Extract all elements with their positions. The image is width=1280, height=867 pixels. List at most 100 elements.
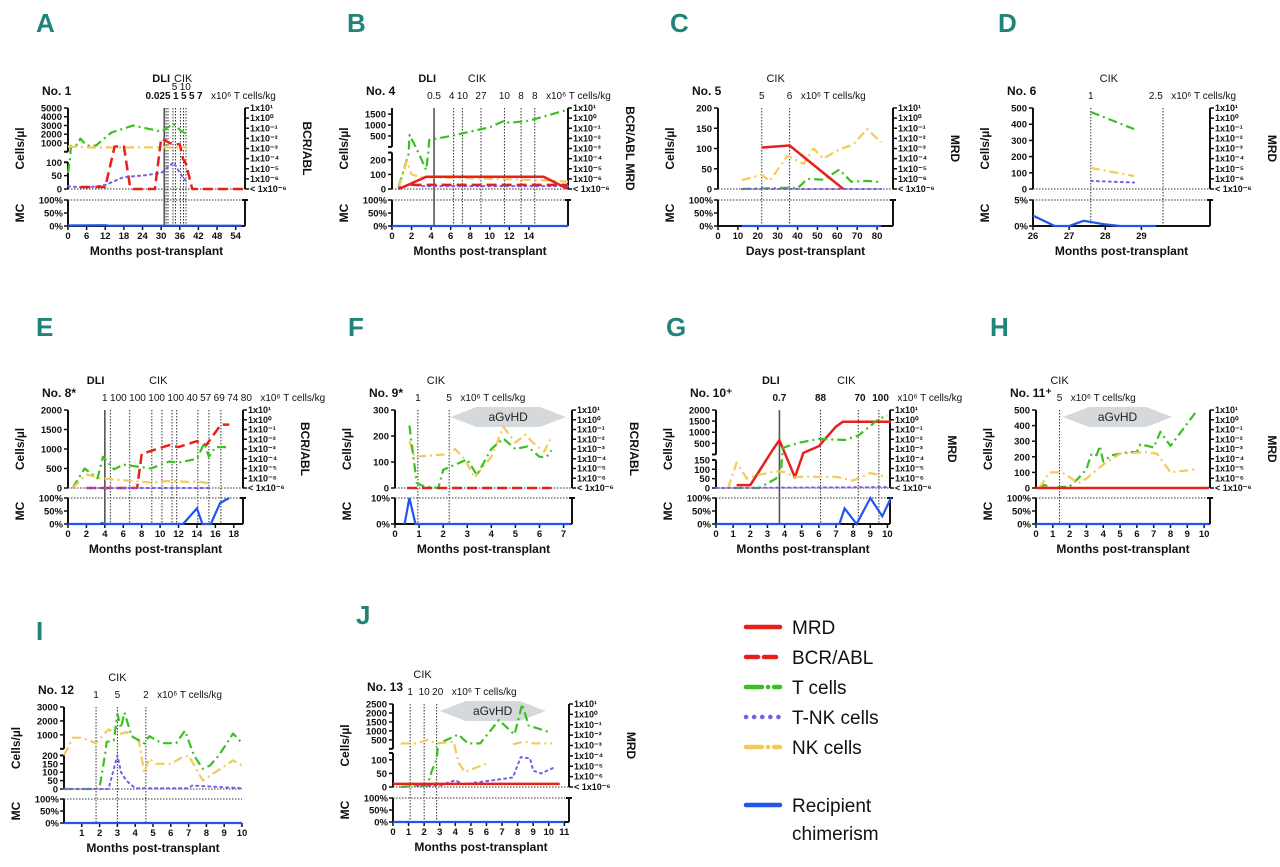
y-tick-label: 0 [382, 783, 387, 794]
event-label: DLI [87, 375, 105, 387]
right-tick-label: < 1x10⁻⁶ [898, 184, 935, 194]
right-tick-label: 1x10⁻³ [577, 444, 605, 454]
right-tick-label: 1x10⁻² [250, 133, 278, 143]
y-tick-label: 400 [1014, 421, 1030, 432]
mc-tick-label: 0% [1017, 520, 1031, 531]
x-tick-label: 30 [156, 231, 167, 242]
right-tick-label: 1x10⁻⁵ [573, 164, 602, 174]
dose-label: 1 [1088, 91, 1094, 102]
y-tick-label: 0 [57, 185, 62, 196]
dose-label: 10 [457, 91, 469, 102]
y-tick-label: 0 [1022, 185, 1027, 196]
dose-label: 5 [189, 91, 195, 102]
x-tick-label: 26 [1028, 231, 1039, 242]
event-label: DLI [762, 375, 780, 387]
y-axis-label: Cells/µl [337, 127, 351, 169]
series-bcr-abl [80, 137, 245, 191]
patient-label: No. 6 [1007, 84, 1037, 98]
agvhd-arrow [1062, 407, 1173, 427]
panel-letter: E [36, 312, 53, 342]
right-axis-label: BCR/ABL [627, 422, 641, 476]
mc-tick-label: 100% [39, 494, 64, 505]
dose-label: 74 [227, 393, 239, 404]
x-tick-label: 5 [150, 828, 156, 839]
legend-label: MRD [792, 618, 835, 639]
y-tick-label: 50 [701, 164, 712, 175]
y-tick-label: 100 [694, 465, 710, 476]
agvhd-arrow [450, 407, 566, 427]
y-tick-label: 150 [42, 759, 58, 770]
series-t-cells [408, 425, 553, 490]
right-tick-label: 1x10¹ [1215, 405, 1238, 415]
dose-label: 80 [241, 393, 253, 404]
panel-letter: J [356, 600, 370, 630]
x-tick-label: 1 [416, 529, 422, 540]
x-tick-label: 7 [561, 529, 566, 540]
y-tick-label: 1500 [689, 417, 710, 428]
y-tick-label: 3000 [41, 121, 62, 132]
panel-g: GNo. 10⁺Cells/µlMCMRD0501001505001000150… [661, 312, 962, 556]
x-tick-label: 10 [882, 529, 893, 540]
patient-label: No. 9* [369, 386, 403, 400]
mc-tick-label: 100% [364, 794, 389, 805]
x-tick-label: 3 [765, 529, 770, 540]
x-tick-label: 8 [204, 828, 209, 839]
panel-a: ANo. 1Cells/µlMCBCR/ABL05010010002000300… [13, 8, 314, 258]
y-tick-label: 0 [381, 185, 386, 196]
x-tick-label: 5 [513, 529, 519, 540]
x-tick-label: 7 [499, 827, 504, 838]
right-tick-label: 1x10⁻⁴ [574, 751, 603, 761]
right-tick-label: < 1x10⁻⁶ [1215, 483, 1252, 493]
dose-label: 7 [197, 91, 203, 102]
right-tick-label: 1x10¹ [895, 405, 918, 415]
y-tick-label: 500 [694, 439, 710, 450]
mc-tick-label: 0% [49, 520, 63, 531]
legend-label: chimerism [792, 824, 879, 845]
y-tick-label: 1500 [366, 717, 387, 728]
x-tick-label: 4 [102, 529, 108, 540]
right-tick-label: 1x10⁰ [895, 415, 919, 425]
dose-label: 6 [787, 91, 793, 102]
event-label: DLI [152, 73, 170, 85]
mc-tick-label: 100% [39, 196, 64, 207]
x-tick-label: 10 [155, 529, 166, 540]
y-tick-label: 0 [384, 484, 389, 495]
mc-axis-label: MC [337, 203, 351, 222]
y-tick-label: 1000 [37, 730, 58, 741]
panel-letter: H [990, 312, 1009, 342]
right-tick-label: 1x10⁻⁶ [574, 772, 603, 782]
series-t-cells [1038, 409, 1199, 490]
series-recipient-chimerism [67, 224, 242, 227]
y-tick-label: 2500 [366, 700, 387, 711]
x-tick-label: 4 [428, 231, 434, 242]
right-tick-label: 1x10¹ [573, 103, 596, 113]
y-tick-label: 200 [696, 104, 712, 115]
panels: ANo. 1Cells/µlMCBCR/ABL05010010002000300… [9, 8, 1279, 855]
x-tick-label: 4 [1101, 529, 1107, 540]
dose-unit: x10⁶ T cells/kg [460, 393, 525, 404]
patient-label: No. 13 [367, 680, 403, 694]
right-tick-label: 1x10⁻⁴ [1215, 154, 1244, 164]
series-t-cells [1090, 110, 1135, 131]
mc-tick-label: 50% [44, 507, 64, 518]
y-tick-label: 200 [373, 432, 389, 443]
dose-label: 0.7 [772, 393, 786, 404]
dose-label: 0.025 [146, 91, 171, 102]
dose-label: 10 [499, 91, 511, 102]
y-tick-label: 100 [1011, 168, 1027, 179]
y-tick-label: 200 [42, 751, 58, 762]
right-axis-label: BCR/ABL [298, 422, 312, 476]
right-tick-label: 1x10⁻¹ [250, 123, 278, 133]
dose-label: 2 [143, 690, 149, 701]
x-axis-label: Months post-transplant [414, 840, 547, 854]
series-nk-cells [1038, 451, 1196, 489]
x-tick-label: 9 [531, 827, 536, 838]
y-tick-label: 200 [1014, 452, 1030, 463]
series-t-cells [64, 711, 243, 791]
x-tick-label: 24 [137, 231, 148, 242]
mc-axis-label: MC [338, 800, 352, 819]
y-tick-label: 1000 [366, 726, 387, 737]
right-tick-label: 1x10⁻⁶ [573, 174, 602, 184]
right-tick-label: 1x10⁻⁵ [1215, 164, 1244, 174]
